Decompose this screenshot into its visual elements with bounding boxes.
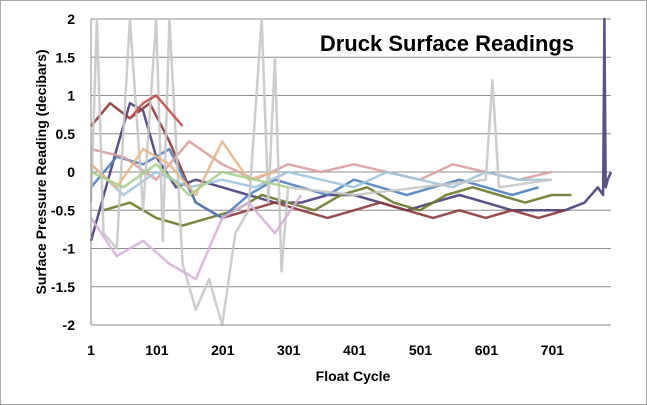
x-tick-label-7: 701 — [541, 342, 565, 358]
y-tick-label-2: -1 — [63, 241, 76, 257]
x-tick-labels: 1 101 201 301 401 501 601 701 — [87, 342, 564, 358]
series-line-6 — [89, 17, 552, 327]
series-lines — [89, 17, 613, 327]
series-line-8 — [90, 140, 276, 197]
x-tick-label-1: 101 — [145, 342, 169, 358]
series-line-10 — [90, 163, 289, 197]
series-line-1 — [90, 101, 566, 220]
y-tick-label-3: -0.5 — [51, 202, 75, 218]
series-line-4 — [90, 140, 552, 181]
y-tick-label-8: 2 — [67, 11, 75, 27]
y-tick-label-0: -2 — [63, 317, 76, 333]
y-tick-label-1: -1.5 — [51, 279, 75, 295]
y-tick-label-7: 1.5 — [56, 49, 76, 65]
series-line-5 — [90, 163, 552, 197]
y-tick-label-5: 0.5 — [56, 126, 76, 142]
x-tick-label-0: 1 — [87, 342, 95, 358]
y-axis-title: Surface Pressure Reading (decibars) — [33, 49, 49, 294]
x-tick-label-4: 401 — [343, 342, 367, 358]
x-tick-label-2: 201 — [211, 342, 235, 358]
chart-title: Druck Surface Readings — [320, 31, 574, 56]
x-tick-label-5: 501 — [409, 342, 433, 358]
series-line-7 — [89, 194, 303, 281]
x-tick-label-3: 301 — [277, 342, 301, 358]
y-tick-labels: -2 -1.5 -1 -0.5 0 0.5 1 1.5 2 — [51, 11, 75, 333]
axes — [90, 19, 611, 326]
series-line-2 — [103, 186, 572, 227]
y-tick-label-6: 1 — [67, 88, 75, 104]
y-tick-label-4: 0 — [67, 164, 75, 180]
x-tick-label-6: 601 — [475, 342, 499, 358]
series-line-9 — [128, 94, 184, 127]
x-axis-title: Float Cycle — [316, 368, 391, 384]
